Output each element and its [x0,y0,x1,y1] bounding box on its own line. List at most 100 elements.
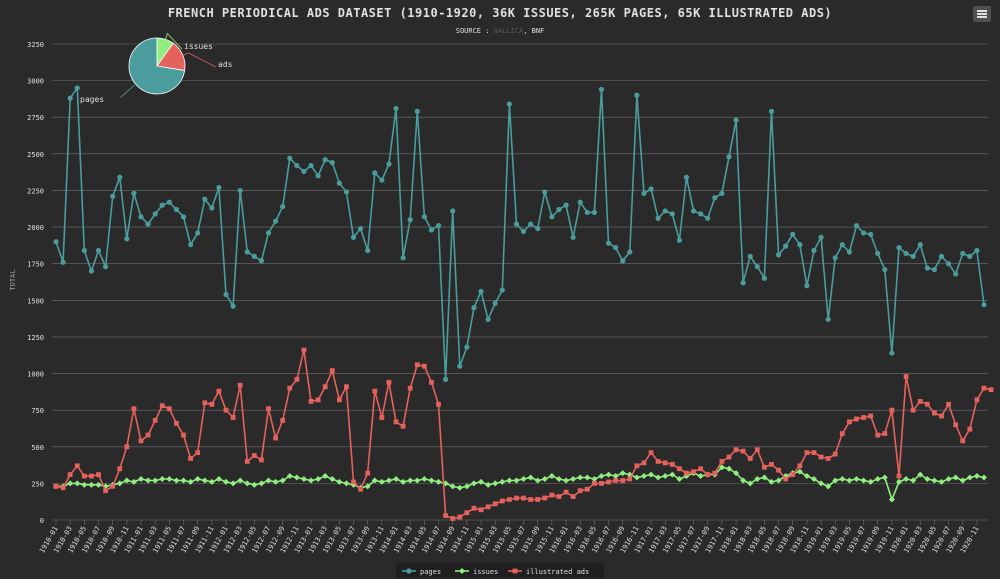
data-point[interactable] [598,473,605,480]
data-point[interactable] [733,470,740,477]
data-point[interactable] [633,474,640,481]
data-point[interactable] [924,265,930,271]
data-point[interactable] [315,173,321,179]
data-point[interactable] [88,481,95,488]
series-pages[interactable] [53,85,987,382]
data-point[interactable] [684,470,689,476]
data-point[interactable] [74,85,80,91]
data-point[interactable] [457,363,463,369]
data-point[interactable] [718,464,725,471]
data-point[interactable] [669,471,676,478]
data-point[interactable] [478,478,485,485]
data-point[interactable] [563,489,569,495]
data-point[interactable] [839,431,845,436]
data-point[interactable] [435,478,442,485]
data-point[interactable] [230,303,236,309]
data-point[interactable] [641,460,647,466]
series-issues[interactable] [53,464,987,503]
data-point[interactable] [853,475,860,482]
data-point[interactable] [740,280,746,286]
data-point[interactable] [53,483,59,489]
data-point[interactable] [648,450,654,456]
data-point[interactable] [655,459,661,464]
data-point[interactable] [775,477,782,484]
data-point[interactable] [797,242,803,248]
data-point[interactable] [208,478,215,485]
data-point[interactable] [88,268,95,274]
data-point[interactable] [463,483,470,490]
data-point[interactable] [117,174,123,180]
data-point[interactable] [549,492,555,498]
data-point[interactable] [591,475,598,482]
data-point[interactable] [839,242,845,248]
data-point[interactable] [336,180,342,186]
data-point[interactable] [223,407,229,413]
data-point[interactable] [697,473,704,480]
data-point[interactable] [379,415,385,420]
data-point[interactable] [662,473,669,480]
data-point[interactable] [166,199,172,205]
data-point[interactable] [861,415,866,420]
data-point[interactable] [570,494,576,499]
data-point[interactable] [513,221,520,227]
data-point[interactable] [244,480,251,487]
data-point[interactable] [846,477,853,484]
data-point[interactable] [662,208,668,214]
data-point[interactable] [74,480,81,487]
data-point[interactable] [152,211,158,217]
data-point[interactable] [506,101,512,107]
data-point[interactable] [322,157,328,163]
data-point[interactable] [89,473,94,479]
data-point[interactable] [811,450,817,456]
data-point[interactable] [174,420,179,426]
data-point[interactable] [584,474,591,481]
data-point[interactable] [938,478,945,485]
data-point[interactable] [698,466,704,472]
data-point[interactable] [555,475,562,482]
data-point[interactable] [705,472,711,477]
data-point[interactable] [400,423,406,429]
data-point[interactable] [130,478,137,485]
data-point[interactable] [365,470,371,476]
data-point[interactable] [364,483,371,490]
data-point[interactable] [761,474,768,481]
data-point[interactable] [117,466,123,472]
data-point[interactable] [896,244,902,251]
data-point[interactable] [344,384,349,390]
data-point[interactable] [201,477,208,484]
data-point[interactable] [563,202,569,208]
data-point[interactable] [173,477,180,484]
data-point[interactable] [563,477,570,484]
data-point[interactable] [492,480,499,487]
data-point[interactable] [195,230,201,236]
data-point[interactable] [882,431,888,436]
data-point[interactable] [676,237,682,243]
data-point[interactable] [96,472,101,477]
data-point[interactable] [421,363,427,369]
data-point[interactable] [924,401,930,407]
data-point[interactable] [329,368,335,374]
data-point[interactable] [768,108,775,114]
data-point[interactable] [769,461,774,467]
data-point[interactable] [881,474,888,481]
data-point[interactable] [329,160,335,166]
data-point[interactable] [556,494,562,499]
data-point[interactable] [166,475,173,482]
data-point[interactable] [385,477,392,484]
data-point[interactable] [966,474,973,481]
data-point[interactable] [287,385,293,391]
data-point[interactable] [124,444,130,450]
data-point[interactable] [485,504,491,510]
data-point[interactable] [796,468,803,475]
data-point[interactable] [521,495,526,501]
data-point[interactable] [910,477,917,484]
data-point[interactable] [669,211,675,217]
data-point[interactable] [953,422,959,428]
data-point[interactable] [917,242,923,248]
data-point[interactable] [514,495,519,501]
data-point[interactable] [655,215,661,221]
data-point[interactable] [393,105,399,112]
data-point[interactable] [386,379,392,385]
data-point[interactable] [400,255,406,261]
data-point[interactable] [251,453,257,458]
